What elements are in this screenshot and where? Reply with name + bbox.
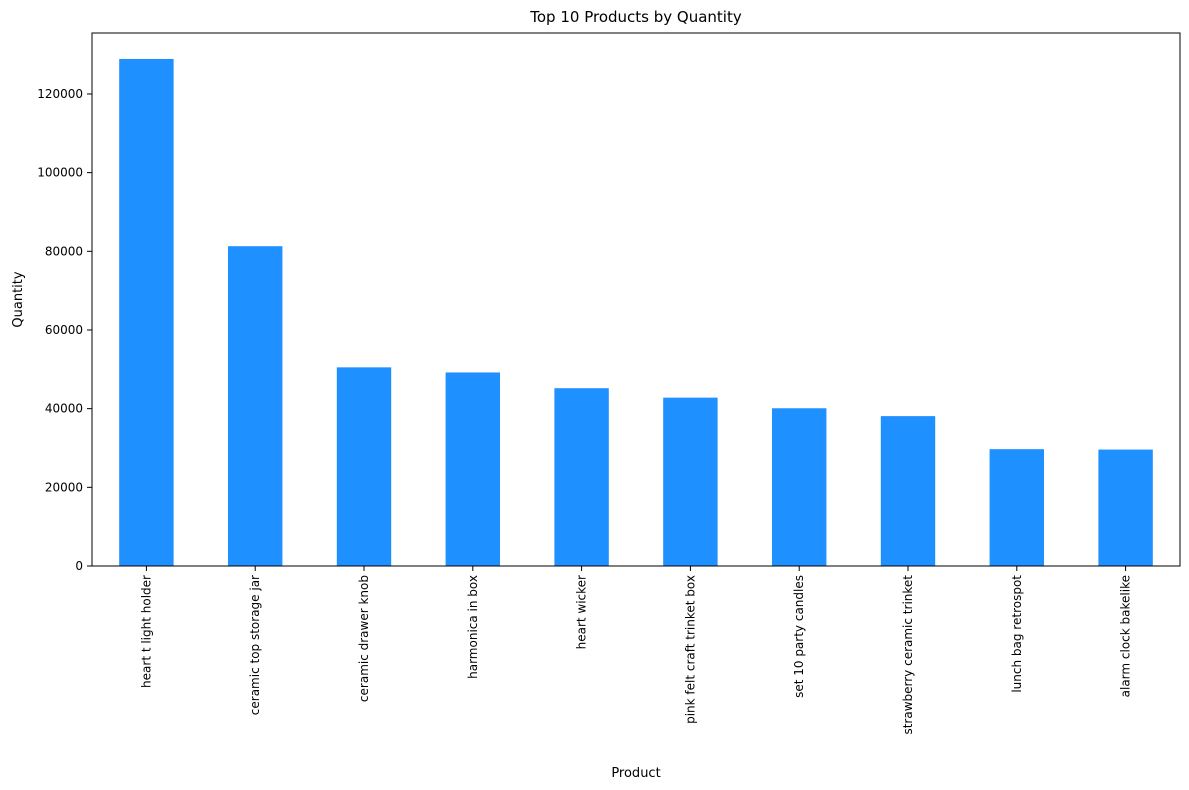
bar-10 bbox=[1098, 449, 1153, 566]
bar-1 bbox=[119, 58, 174, 567]
y-tick-label: 40000 bbox=[45, 402, 83, 416]
y-tick-label: 100000 bbox=[37, 166, 83, 180]
x-tick-label: alarm clock bakelike bbox=[1119, 575, 1133, 697]
bar-9 bbox=[989, 449, 1044, 566]
x-tick-label: pink felt craft trinket box bbox=[683, 575, 697, 724]
bar-7 bbox=[772, 408, 827, 566]
y-tick-label: 60000 bbox=[45, 323, 83, 337]
y-axis: 0 20000 40000 60000 80000 100000 120000 bbox=[37, 87, 92, 573]
y-tick-label: 120000 bbox=[37, 87, 83, 101]
y-tick-label: 80000 bbox=[45, 244, 83, 258]
bar-3 bbox=[336, 367, 392, 566]
bars-group bbox=[119, 58, 1153, 567]
bar-2 bbox=[228, 246, 283, 566]
x-tick-label: set 10 party candles bbox=[792, 575, 806, 698]
y-tick-label: 20000 bbox=[45, 480, 83, 494]
bar-6 bbox=[663, 397, 718, 566]
y-axis-label: Quantity bbox=[11, 271, 26, 327]
x-tick-label: heart wicker bbox=[575, 575, 589, 649]
x-axis: heart t light holder ceramic top storage … bbox=[139, 566, 1133, 735]
x-tick-label: heart t light holder bbox=[139, 575, 153, 688]
x-axis-label: Product bbox=[611, 766, 660, 781]
plot-frame bbox=[91, 32, 1181, 567]
chart-title: Top 10 Products by Quantity bbox=[529, 8, 742, 26]
x-tick-label: ceramic top storage jar bbox=[248, 575, 262, 715]
bar-5 bbox=[554, 388, 609, 566]
x-tick-label: ceramic drawer knob bbox=[357, 575, 371, 702]
x-tick-label: harmonica in box bbox=[466, 575, 480, 679]
bar-4 bbox=[445, 372, 500, 566]
bar-8 bbox=[880, 416, 936, 566]
x-tick-label: strawberry ceramic trinket bbox=[901, 575, 915, 735]
y-tick-label: 0 bbox=[75, 559, 83, 573]
x-tick-label: lunch bag retrospot bbox=[1010, 575, 1024, 693]
